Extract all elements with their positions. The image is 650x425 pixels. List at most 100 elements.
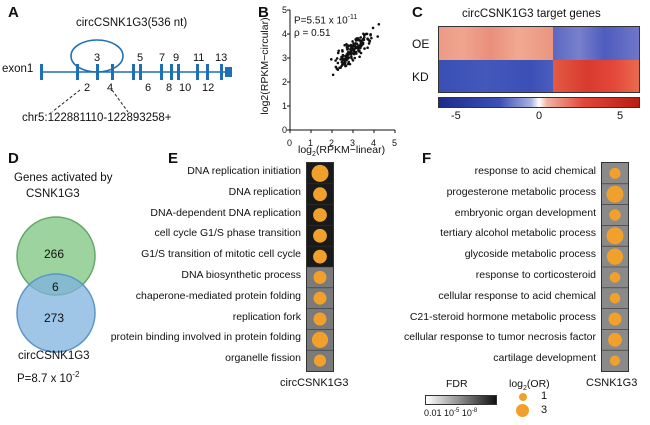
scatter-point xyxy=(340,60,344,64)
go-dot xyxy=(311,331,329,348)
go-term-label: DNA replication xyxy=(228,185,301,198)
y-tick: 3 xyxy=(282,53,288,63)
scatter-point xyxy=(376,35,379,38)
go-term-label: cellular response to acid chemical xyxy=(438,289,596,302)
exon1-label: exon1 xyxy=(2,63,34,75)
venn-diagram xyxy=(16,216,96,353)
venn-top-count: 266 xyxy=(44,247,65,261)
scatter-point xyxy=(343,43,346,47)
venn-title-line1: Genes activated by xyxy=(14,172,113,184)
scatter-plot xyxy=(287,9,396,133)
go-dot xyxy=(608,332,622,347)
scatter-point xyxy=(352,52,356,56)
x-tick: 2 xyxy=(329,138,335,148)
go-dot xyxy=(313,187,327,202)
x-tick: 3 xyxy=(350,138,356,148)
go-term-label: glycoside metabolic process xyxy=(464,248,596,261)
venn-bottom-count: 273 xyxy=(44,311,65,325)
scatter-point xyxy=(355,37,359,40)
panel-letter-a: A xyxy=(8,4,19,21)
fdr-ticks: 0.01 10-5 10-8 xyxy=(424,408,478,418)
scatter-point xyxy=(336,51,340,55)
or-legend-title: log2(OR) xyxy=(509,378,550,393)
exon-2-label: 2 xyxy=(84,82,91,94)
venn-p-value: P=8.7 x 10-2 xyxy=(17,370,80,385)
go-term-label: replication fork xyxy=(232,310,301,323)
scatter-point xyxy=(371,26,375,30)
scatter-point xyxy=(377,22,381,26)
scatter-point xyxy=(363,47,366,50)
scatter-point xyxy=(366,37,369,40)
scatter-point xyxy=(344,54,347,58)
panel-letter-b: B xyxy=(258,4,269,21)
scatter-point xyxy=(359,51,363,55)
go-dot xyxy=(313,312,327,326)
colorbar-zero: 0 xyxy=(536,110,543,122)
scatter-point xyxy=(344,64,348,68)
y-tick: 2 xyxy=(282,77,288,87)
scatter-point xyxy=(341,48,344,52)
x-tick: 1 xyxy=(308,138,314,148)
heatmap-row-label-kd: KD xyxy=(412,70,429,84)
scatter-point xyxy=(350,52,353,56)
scatter-point xyxy=(362,36,366,39)
y-tick: 1 xyxy=(282,101,288,111)
exon-6-label: 6 xyxy=(145,82,152,94)
go-dot xyxy=(609,355,621,366)
scatter-point xyxy=(354,46,358,50)
go-dot xyxy=(313,208,327,222)
exon-7-label: 7 xyxy=(159,52,166,64)
go-term-label: protein binding involved in protein fold… xyxy=(110,331,301,344)
genomic-coordinates: chr5:122881110-122893258+ xyxy=(22,112,172,124)
scatter-point xyxy=(366,46,369,49)
heatmap-row-oe xyxy=(438,26,640,61)
heatmap-oe-up xyxy=(439,27,553,61)
go-term-label: embryonic organ development xyxy=(454,206,596,219)
scatter-point xyxy=(351,40,354,43)
go-e-xlabel: circCSNK1G3 xyxy=(280,377,349,389)
scatter-point xyxy=(346,48,349,51)
scatter-point xyxy=(359,36,363,39)
scatter-point xyxy=(369,33,372,36)
heatmap-title: circCSNK1G3 target genes xyxy=(462,8,601,20)
heatmap-kd-up xyxy=(553,60,639,92)
panel-letter-e: E xyxy=(168,150,179,167)
go-term-label: response to corticosteroid xyxy=(475,269,596,281)
go-term-label: chaperone-mediated protein folding xyxy=(135,289,301,302)
scatter-point xyxy=(352,42,355,46)
gene-structure-diagram xyxy=(40,39,232,113)
go-dot xyxy=(313,228,327,243)
scatter-point xyxy=(353,56,357,60)
fdr-colorbar xyxy=(425,395,497,405)
scatter-point xyxy=(363,33,366,37)
exon-13-label: 13 xyxy=(215,52,228,64)
scatter-point xyxy=(370,36,373,40)
x-tick: 5 xyxy=(392,138,398,148)
colorbar-min: -5 xyxy=(451,110,461,122)
scatter-point xyxy=(361,42,364,45)
scatter-point xyxy=(335,57,339,60)
go-term-label: C21-steroid hormone metabolic process xyxy=(409,310,596,323)
go-dot xyxy=(311,164,329,182)
exon-4-label: 4 xyxy=(107,82,114,94)
go-dot xyxy=(606,227,624,245)
scatter-x-label: log2(RPKM−linear) xyxy=(298,144,386,159)
y-tick: 0 xyxy=(282,125,288,135)
go-term-label: DNA replication initiation xyxy=(187,165,301,177)
venn-overlap-count: 6 xyxy=(52,280,59,294)
go-dot xyxy=(609,167,621,179)
venn-title-line2: CSNK1G3 xyxy=(26,188,80,200)
go-dot xyxy=(609,292,621,304)
scatter-point xyxy=(341,54,345,58)
or-legend-large-value: 3 xyxy=(541,404,548,416)
exon-9-label: 9 xyxy=(173,52,180,64)
go-f-dots xyxy=(602,167,628,366)
scatter-rho: ρ = 0.51 xyxy=(294,28,331,39)
exon-8-label: 8 xyxy=(166,82,173,94)
circ-rna-label: circCSNK1G3(536 nt) xyxy=(76,17,188,29)
go-term-label: tertiary alcohol metabolic process xyxy=(440,227,596,240)
heatmap-row-kd xyxy=(438,60,640,93)
go-dot xyxy=(609,272,621,283)
scatter-point xyxy=(346,45,349,48)
go-dot xyxy=(608,312,622,326)
